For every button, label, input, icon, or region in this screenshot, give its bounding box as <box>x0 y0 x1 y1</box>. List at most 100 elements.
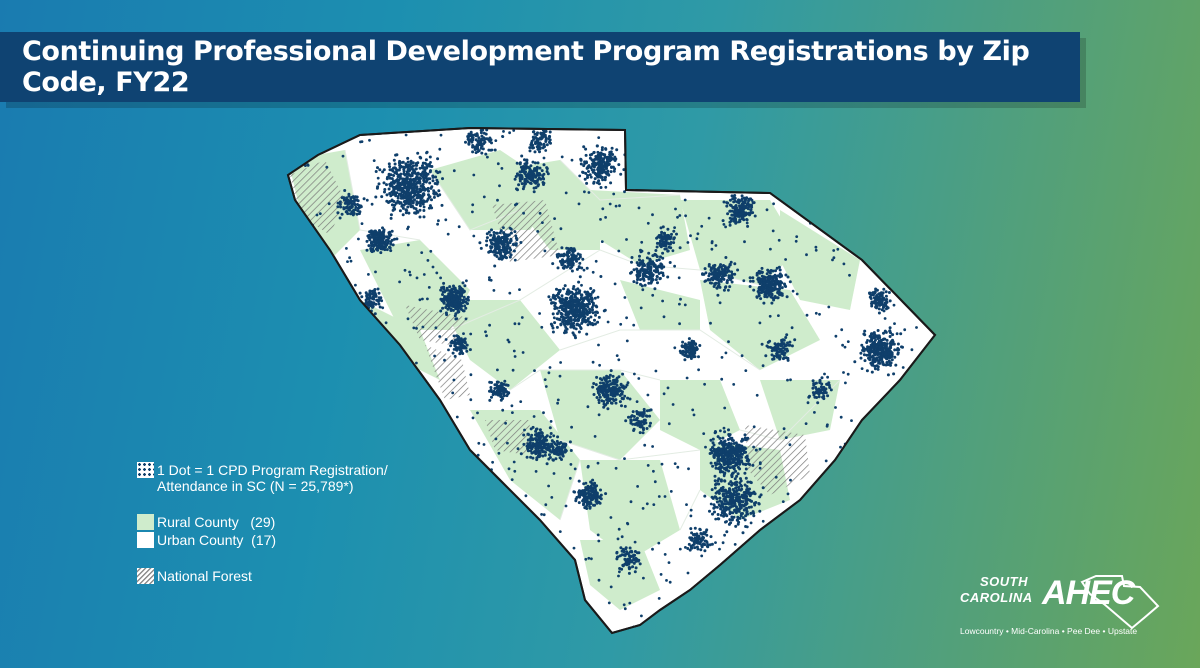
registration-dot <box>630 260 633 264</box>
registration-dot <box>883 350 887 354</box>
registration-dot <box>372 289 376 292</box>
registration-dot <box>577 494 581 498</box>
registration-dot <box>882 331 885 335</box>
registration-dot <box>464 300 468 304</box>
registration-dot <box>754 501 758 504</box>
registration-dot <box>417 180 421 183</box>
registration-dot <box>740 194 744 198</box>
registration-dot <box>585 332 589 336</box>
registration-dot <box>631 565 635 569</box>
registration-dot <box>737 220 741 224</box>
registration-dot <box>505 383 509 387</box>
registration-dot <box>526 438 530 442</box>
registration-dot <box>514 242 518 246</box>
registration-dot <box>587 164 591 168</box>
registration-dot <box>725 457 729 460</box>
registration-dot <box>403 185 407 189</box>
rural-county <box>440 300 560 390</box>
registration-dot <box>409 203 413 207</box>
registration-dot <box>770 275 774 279</box>
registration-dot <box>754 448 758 452</box>
registration-dot <box>612 381 615 385</box>
registration-dot <box>731 511 735 515</box>
registration-dot <box>559 312 563 315</box>
registration-dot <box>722 511 725 515</box>
registration-dot <box>523 165 526 169</box>
registration-dot <box>376 185 380 189</box>
registration-dot <box>728 198 732 202</box>
registration-dot <box>728 490 732 494</box>
registration-dot <box>549 432 553 435</box>
registration-dot <box>453 354 457 358</box>
registration-dot <box>569 296 573 300</box>
registration-dot <box>884 290 888 294</box>
registration-dot <box>717 517 721 521</box>
registration-dot <box>758 509 762 513</box>
registration-dot <box>537 434 541 438</box>
registration-dot <box>379 234 383 238</box>
registration-dot <box>762 287 766 291</box>
registration-dot <box>749 511 753 515</box>
registration-dot <box>738 506 742 510</box>
registration-dot <box>418 190 422 194</box>
registration-dot <box>456 289 459 293</box>
registration-dot <box>687 542 691 546</box>
registration-dot <box>436 171 440 175</box>
registration-dot <box>776 296 780 300</box>
registration-dot <box>406 163 409 167</box>
registration-dot <box>785 333 789 337</box>
registration-dot <box>370 240 374 244</box>
registration-dot <box>759 297 763 301</box>
registration-dot <box>781 338 785 342</box>
registration-dot <box>364 301 368 305</box>
registration-dot <box>550 439 554 443</box>
registration-dot <box>533 161 537 165</box>
registration-dot <box>718 499 722 503</box>
registration-dot <box>655 274 659 278</box>
registration-dot <box>666 233 670 237</box>
registration-dot <box>599 488 602 492</box>
registration-dot <box>724 449 728 453</box>
registration-dot <box>655 241 659 245</box>
registration-dot <box>773 342 777 346</box>
registration-dot <box>595 144 599 148</box>
registration-dot <box>388 165 392 169</box>
registration-dot <box>853 360 857 364</box>
registration-dot <box>606 375 610 379</box>
registration-dot <box>718 466 722 469</box>
registration-dot <box>499 229 503 233</box>
registration-dot <box>752 511 755 515</box>
registration-dot <box>391 243 395 247</box>
registration-dot <box>630 256 634 259</box>
registration-dot <box>864 347 868 351</box>
registration-dot <box>462 295 466 299</box>
registration-dot <box>495 386 499 389</box>
registration-dot <box>582 503 585 507</box>
registration-dot <box>509 253 513 257</box>
registration-dot <box>748 204 752 208</box>
registration-dot <box>603 178 607 182</box>
registration-dot <box>873 300 877 304</box>
registration-dot <box>787 343 791 347</box>
registration-dot <box>557 291 560 295</box>
registration-dot <box>733 452 737 456</box>
registration-dot <box>648 414 652 418</box>
registration-dot <box>615 551 619 555</box>
registration-dot <box>427 193 430 197</box>
registration-dot <box>338 216 342 220</box>
registration-dot <box>744 507 748 511</box>
registration-dot <box>681 340 685 344</box>
registration-dot <box>535 167 539 171</box>
registration-dot <box>584 486 588 490</box>
registration-dot <box>713 479 717 483</box>
registration-dot <box>597 495 601 499</box>
registration-dot <box>574 336 577 340</box>
registration-dot <box>431 174 435 178</box>
registration-dot <box>662 244 666 248</box>
registration-dot <box>638 431 642 435</box>
registration-dot <box>875 356 879 360</box>
registration-dot <box>568 291 572 294</box>
registration-dot <box>762 278 766 282</box>
registration-dot <box>703 494 707 498</box>
registration-dot <box>640 284 644 288</box>
